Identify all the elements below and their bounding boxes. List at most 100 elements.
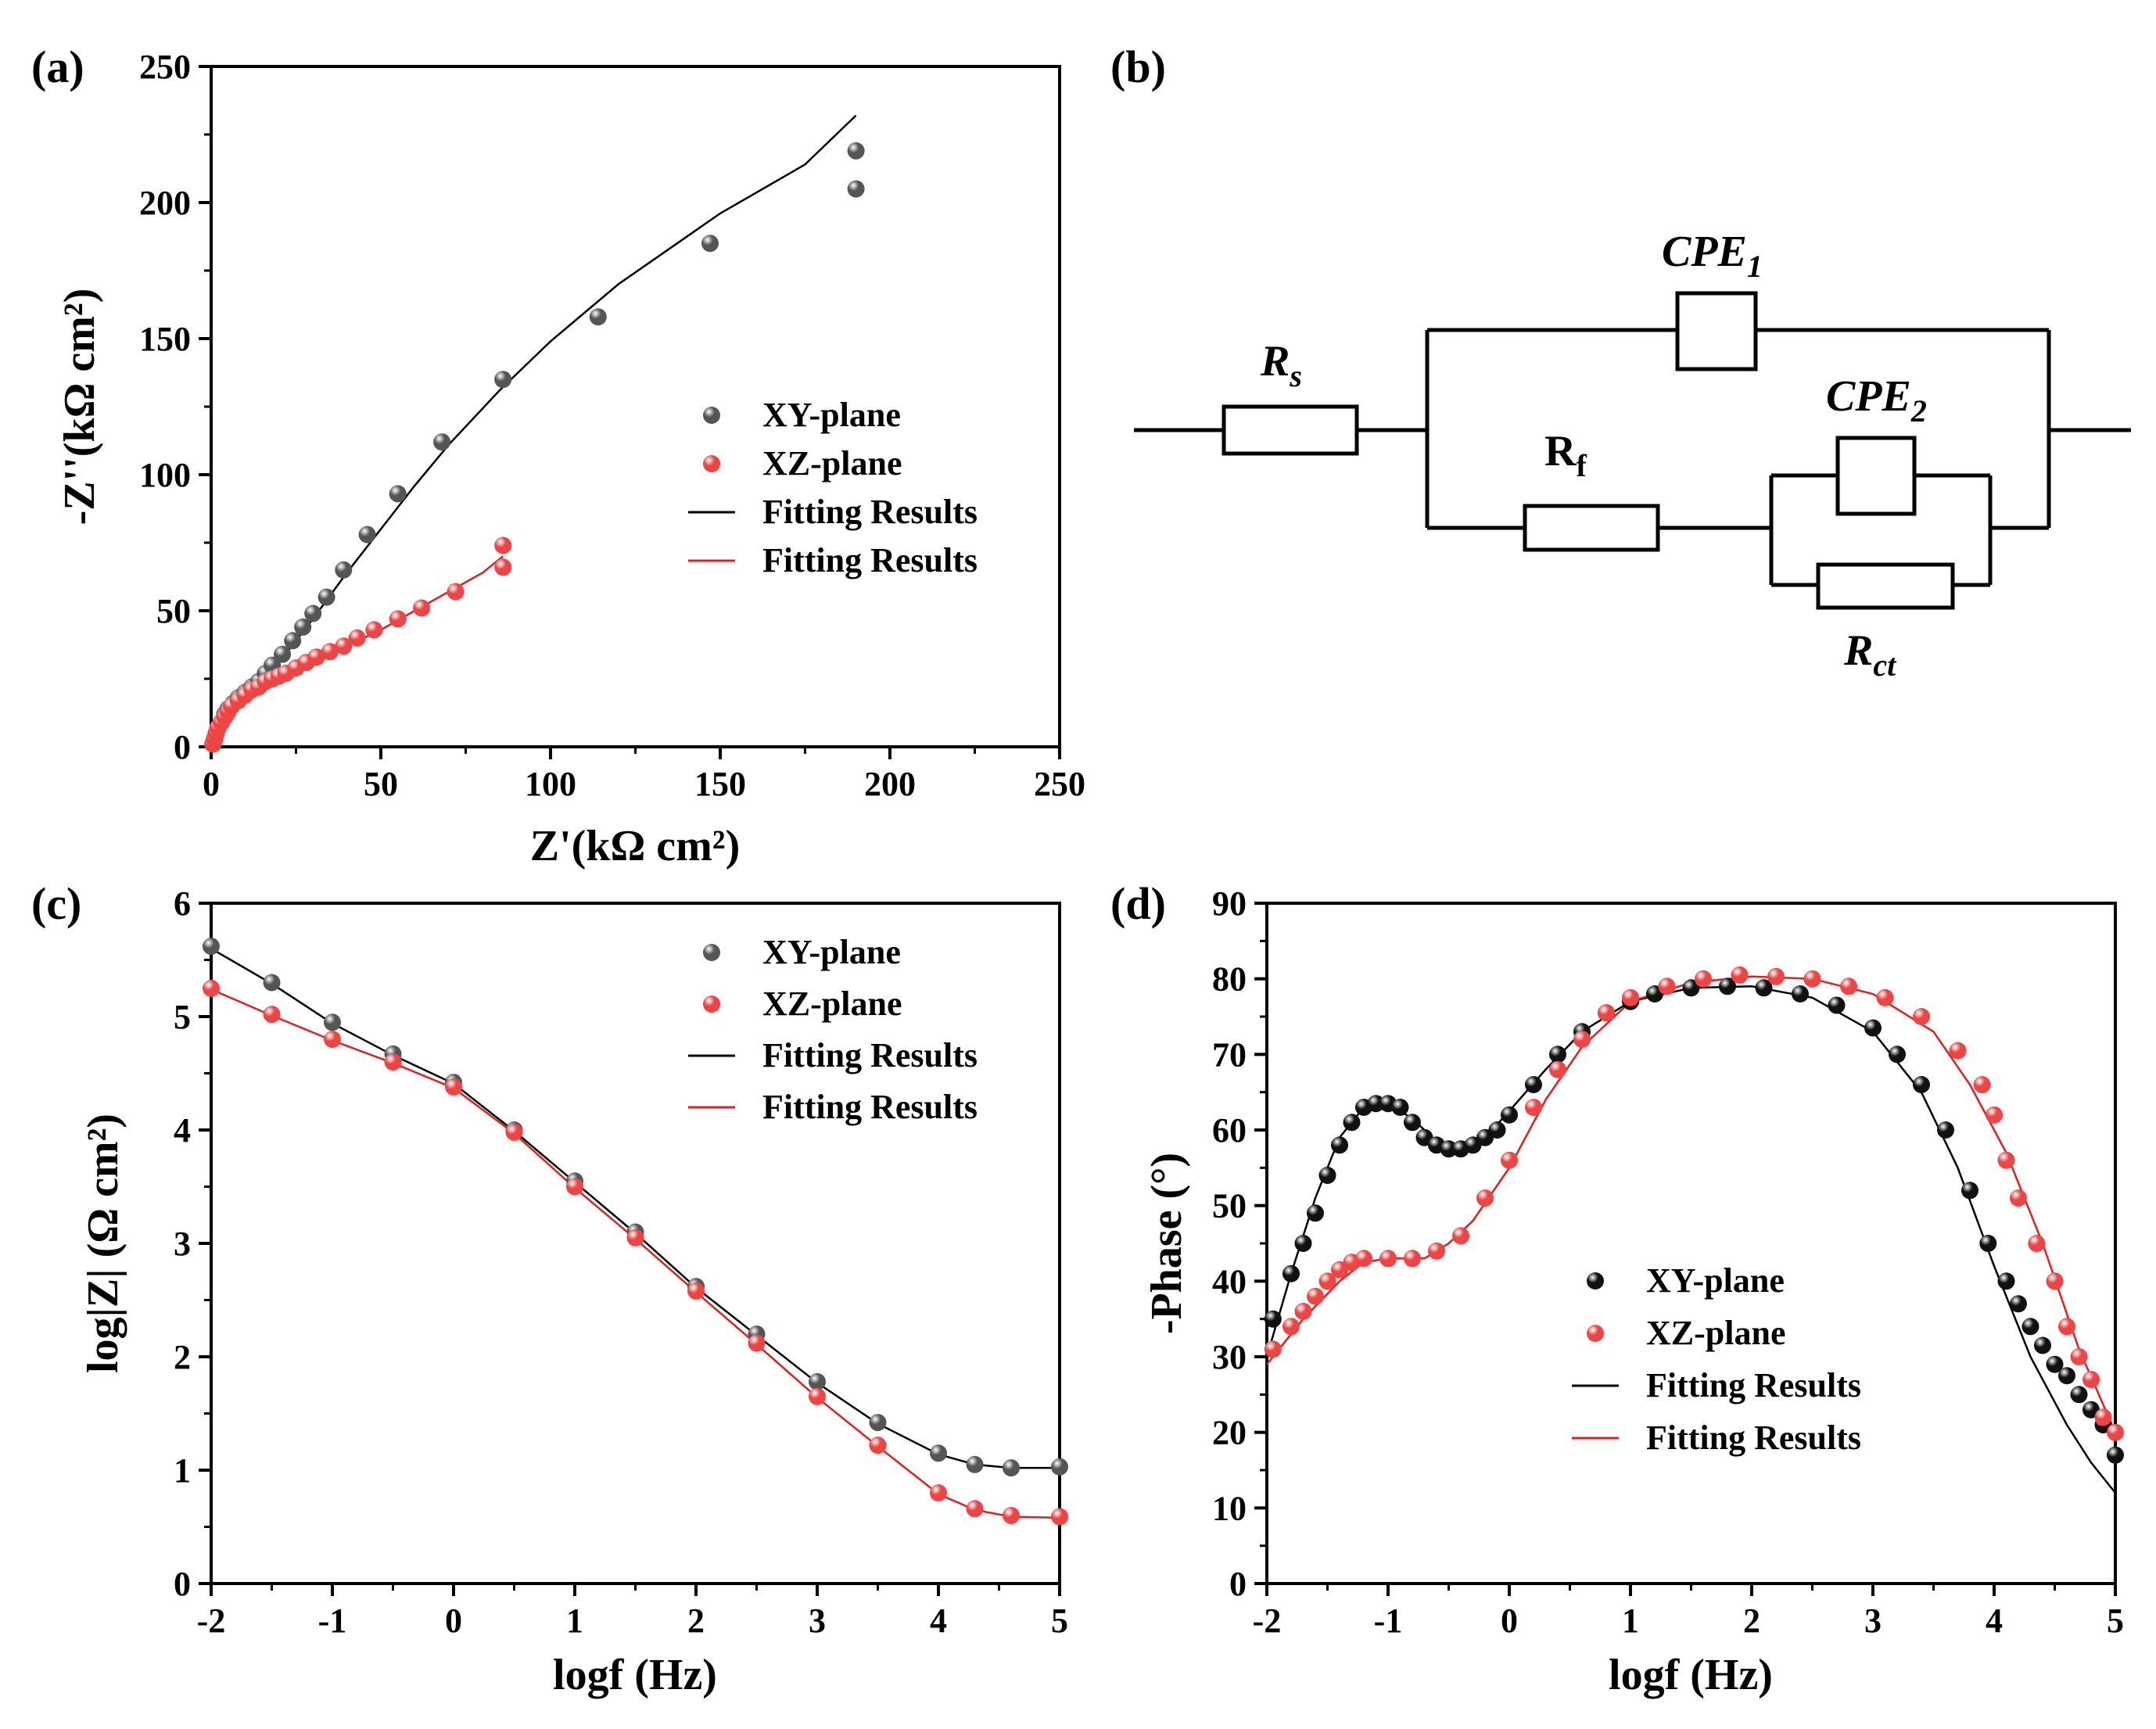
x-tick-label: 0 (203, 765, 220, 803)
data-point-xz (505, 1123, 523, 1141)
data-point-xz (324, 1031, 341, 1048)
data-point-xy (203, 938, 220, 956)
circuit-labels: Rs CPE1 CPE2 Rf Rct (1260, 228, 1927, 683)
data-point-xy (1889, 1046, 1906, 1064)
data-point-xz (1598, 1004, 1615, 1022)
legend-label: XY-plane (762, 396, 901, 434)
data-point-xy (284, 632, 302, 650)
legend-marker (703, 995, 720, 1013)
data-point-xy (1264, 1310, 1282, 1328)
x-tick-label: -2 (197, 1602, 226, 1640)
y-tick-label: 100 (139, 456, 191, 494)
x-axis-title: logf (Hz) (553, 1651, 717, 1699)
x-tick-label: 4 (1986, 1602, 2003, 1640)
data-point-xz (1695, 970, 1712, 988)
legend-label: XY-plane (1646, 1261, 1785, 1300)
data-point-xz (748, 1334, 766, 1352)
data-point-xz (1294, 1303, 1312, 1320)
legend-label: XZ-plane (1646, 1314, 1785, 1352)
data-point-xy (389, 485, 407, 503)
data-point-xz (1452, 1227, 1469, 1245)
data-point-xz (1949, 1042, 1967, 1060)
data-point-xz (384, 1053, 402, 1071)
data-point-xz (348, 629, 366, 647)
data-point-xy (1367, 1095, 1385, 1113)
y-tick-label: 60 (1212, 1111, 1247, 1150)
data-point-xy (1404, 1114, 1421, 1132)
y-tick-label: 50 (156, 592, 191, 630)
x-tick-label: 0 (445, 1602, 462, 1640)
x-tick-label: 4 (930, 1602, 947, 1640)
series-fit-line-3 (210, 988, 1060, 1519)
data-point-xz (413, 599, 431, 617)
x-tick-label: -2 (1253, 1602, 1282, 1640)
data-point-xy (317, 588, 335, 606)
data-point-xz (335, 637, 353, 655)
data-point-xy (304, 604, 322, 622)
x-tick-label: 100 (525, 765, 576, 803)
data-point-xz (1282, 1318, 1300, 1336)
data-point-xy (1282, 1264, 1300, 1282)
data-point-xz (263, 1006, 281, 1024)
data-point-xy (263, 974, 281, 992)
x-tick-label: 250 (1034, 765, 1085, 803)
data-point-xy (589, 308, 607, 326)
data-point-xz (203, 979, 220, 997)
y-tick-label: 10 (1212, 1489, 1247, 1527)
data-point-xy (966, 1455, 984, 1473)
y-tick-label: 90 (1212, 884, 1247, 923)
legend-marker (703, 407, 720, 424)
data-point-xz (2107, 1423, 2124, 1441)
y-tick-label: 0 (174, 1565, 191, 1603)
bode-magnitude-plot: -2 -1 0 1 2 3 4 5 0 1 2 3 4 5 6 logf (Hz) log|Z| (Ω cm²)… (79, 884, 1068, 1699)
data-point-xz (2082, 1371, 2100, 1388)
legend-label: Fitting Results (762, 1036, 978, 1074)
data-point-xz (566, 1178, 583, 1196)
y-tick-label: 150 (139, 320, 191, 358)
legend-marker (1587, 1325, 1604, 1342)
data-point-xz (2028, 1235, 2046, 1252)
label-rf: Rf (1544, 427, 1587, 483)
data-point-xz (1525, 1099, 1542, 1116)
y-tick-label: 1 (174, 1451, 191, 1490)
data-point-xz (1622, 988, 1639, 1006)
data-point-xy (1549, 1046, 1566, 1064)
data-point-xz (1355, 1250, 1372, 1268)
series-fit-line-2 (210, 114, 857, 748)
data-point-xz (1973, 1076, 1991, 1093)
legend-label: XY-plane (762, 933, 901, 971)
data-point-xz (1404, 1250, 1421, 1268)
data-point-xz (809, 1387, 826, 1405)
data-point-xy (1828, 996, 1846, 1014)
data-point-xz (1501, 1151, 1518, 1169)
data-point-xy (1979, 1235, 1997, 1252)
label-rct: Rct (1843, 626, 1897, 683)
data-point-xy (274, 645, 292, 663)
data-point-xy (1792, 985, 1809, 1003)
cpe1-box (1675, 291, 1758, 371)
data-point-xz (1476, 1189, 1494, 1207)
panel-label-b: (b) (1110, 41, 1166, 92)
data-point-xy (1331, 1136, 1348, 1154)
y-tick-label: 5 (174, 998, 191, 1036)
data-point-xz (389, 610, 407, 628)
data-point-xz (1003, 1507, 1020, 1524)
data-point-xy (1525, 1076, 1542, 1093)
data-point-xz (2070, 1348, 2088, 1365)
y-tick-label: 2 (174, 1338, 191, 1376)
data-point-xy (1913, 1076, 1930, 1093)
data-point-xz (1051, 1508, 1068, 1526)
x-tick-label: 3 (1864, 1602, 1882, 1640)
y-tick-label: 70 (1212, 1035, 1247, 1074)
data-point-xy (847, 180, 865, 198)
data-point-xz (447, 583, 465, 601)
data-point-xz (2094, 1408, 2112, 1426)
panel-label-d: (d) (1110, 878, 1166, 929)
data-point-xy (1961, 1182, 1978, 1200)
data-point-xy (1440, 1140, 1458, 1158)
data-point-xz (1840, 977, 1857, 995)
x-tick-label: 1 (566, 1602, 583, 1640)
data-point-xy (1318, 1167, 1336, 1184)
x-tick-label: 5 (1051, 1602, 1068, 1640)
legend-label: XZ-plane (762, 444, 902, 482)
